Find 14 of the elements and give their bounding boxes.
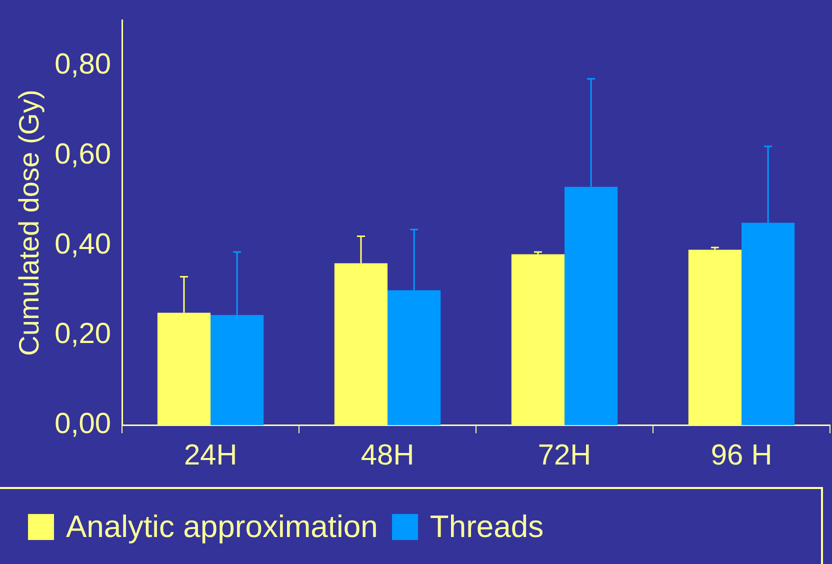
bar xyxy=(511,254,565,426)
legend-label: Threads xyxy=(430,508,544,544)
y-tick-label: 0,00 xyxy=(54,408,112,440)
y-tick-label: 0,20 xyxy=(54,318,112,350)
y-axis-title: Cumulated dose (Gy) xyxy=(14,90,45,356)
x-tick-label: 72H xyxy=(538,440,592,472)
y-tick-label: 0,60 xyxy=(54,138,112,170)
legend-label: Analytic approximation xyxy=(66,508,378,544)
x-tick-label: 48H xyxy=(360,440,414,472)
x-tick-label: 24H xyxy=(184,440,238,472)
y-tick-label: 0,80 xyxy=(54,48,112,80)
bar xyxy=(688,250,742,426)
x-tick-label: 96 H xyxy=(710,440,772,472)
y-tick-label: 0,40 xyxy=(54,228,112,260)
